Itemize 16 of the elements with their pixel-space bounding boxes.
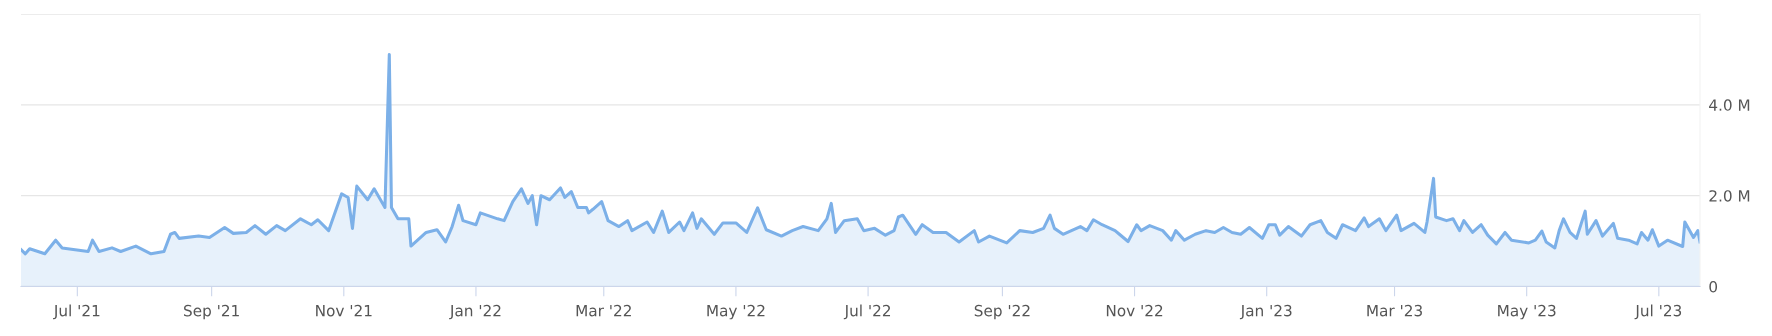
x-tick-label: Jul '23 (1634, 304, 1682, 320)
y-tick-label: 0 (1709, 280, 1718, 293)
x-tick-label: Sep '21 (184, 304, 239, 320)
x-tick-label: May '23 (1498, 304, 1556, 320)
x-tick-label: Mar '23 (1367, 304, 1422, 317)
y-tick-label: 4.0 M (1709, 99, 1750, 111)
x-tick-label: Nov '22 (1106, 304, 1163, 317)
y-tick-label: 2.0 M (1709, 190, 1750, 202)
x-tick-label: Jul '21 (53, 304, 100, 320)
x-tick-label: Sep '22 (974, 304, 1030, 320)
x-tick-label: Jan '23 (1239, 304, 1292, 320)
x-tick-label: Mar '22 (576, 304, 631, 317)
x-tick-label: May '22 (707, 304, 765, 320)
x-tick-label: Nov '21 (316, 304, 372, 317)
x-tick-label: Jul '22 (843, 304, 891, 320)
x-tick-label: Jan '22 (449, 304, 501, 320)
